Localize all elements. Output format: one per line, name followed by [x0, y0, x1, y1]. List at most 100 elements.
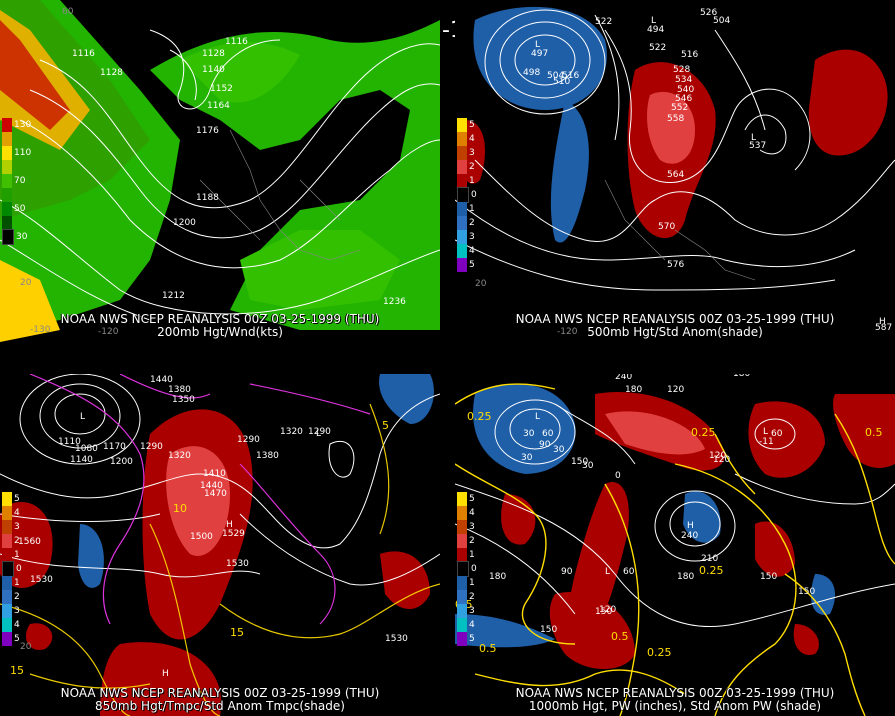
legend-swatch — [457, 174, 467, 188]
legend-label: 4 — [469, 620, 475, 630]
contour-label: 1128 — [100, 68, 123, 78]
contour-label: 1140 — [202, 65, 225, 75]
panel-850mb-map: 1440 1380 1350 1110 1080 1170 1140 1200 … — [0, 374, 440, 716]
contour-label: 1212 — [162, 291, 185, 301]
contour-label: 1116 — [72, 49, 95, 59]
legend-swatch — [457, 506, 467, 520]
legend-label: 2 — [469, 592, 475, 602]
legend-label: 5 — [469, 494, 475, 504]
contour-label: 1188 — [196, 193, 219, 203]
contour-label: 1128 — [202, 49, 225, 59]
legend-swatch — [2, 520, 12, 534]
legend-label: 3 — [14, 606, 20, 616]
panel-subcaption: 1000mb Hgt, PW (inches), Std Anom PW (sh… — [528, 699, 822, 713]
legend-label: 0 — [16, 564, 22, 574]
contour-label: 1350 — [172, 395, 195, 405]
contour-label: 120 — [667, 385, 684, 395]
pw-label: 0.5 — [865, 426, 883, 439]
center-value: 504 — [713, 16, 730, 26]
low-pressure-icon: L — [763, 427, 768, 437]
legend-swatch — [457, 132, 467, 146]
legend-label: 1 — [469, 578, 475, 588]
legend-swatch — [2, 146, 12, 160]
legend-label: 4 — [469, 246, 475, 256]
legend-swatch — [2, 492, 12, 506]
contour-label: 90 — [561, 567, 573, 577]
legend-swatch — [2, 632, 12, 646]
legend-label: 4 — [469, 134, 475, 144]
panel-subcaption: 500mb Hgt/Std Anom(shade) — [587, 325, 763, 339]
legend-swatch — [2, 118, 12, 132]
legend-label: 70 — [14, 176, 26, 186]
legend-swatch — [457, 548, 467, 562]
contour-label: 516 — [562, 71, 579, 81]
contour-label: 516 — [681, 50, 698, 60]
legend-label: 2 — [469, 162, 475, 172]
contour-label: 120 — [599, 605, 616, 615]
legend-label: 4 — [14, 620, 20, 630]
temp-label: 10 — [173, 502, 187, 515]
legend-swatch — [457, 244, 467, 258]
lat-label: 20 — [20, 278, 32, 288]
temp-label: 15 — [10, 664, 24, 677]
contour-label: 1380 — [168, 385, 191, 395]
high-pressure-icon: H — [226, 520, 233, 530]
panel-subcaption: 850mb Hgt/Tmpc/Std Anom Tmpc(shade) — [95, 699, 345, 713]
legend-label: 5 — [469, 260, 475, 270]
contour-label: 552 — [671, 103, 688, 113]
legend-swatch — [2, 174, 12, 188]
lat-label: 20 — [475, 279, 487, 289]
high-pressure-icon: H — [162, 669, 169, 679]
lon-label: -130 — [30, 325, 51, 335]
legend-swatch — [457, 146, 467, 160]
std-anomaly-legend: 5 4 3 2 1 0 1 2 3 4 5 — [457, 118, 491, 272]
contour-label: 1380 — [256, 451, 279, 461]
contour-label: 1560 — [18, 537, 41, 547]
legend-swatch — [457, 520, 467, 534]
legend-swatch — [457, 118, 467, 132]
contour-label: 1290 — [140, 442, 163, 452]
contour-label: 534 — [675, 75, 692, 85]
contour-label: 30 — [582, 461, 594, 471]
contour-label: 150 — [571, 457, 588, 467]
contour-label: 30 — [521, 453, 533, 463]
legend-swatch — [2, 202, 12, 216]
panel-1000mb-map: 240 180 120 180 120 0 90 30 60 30 30 60 … — [455, 374, 895, 716]
low-pressure-icon: L — [535, 40, 540, 50]
legend-swatch — [457, 561, 469, 577]
legend-label: 50 — [14, 204, 26, 214]
legend-swatch — [457, 604, 467, 618]
contour-label: 210 — [701, 554, 718, 564]
contour-label: 180 — [489, 572, 506, 582]
pw-label: 0.25 — [647, 646, 672, 659]
pw-label: 0.25 — [467, 410, 492, 423]
legend-label: 3 — [469, 522, 475, 532]
panel-caption: NOAA NWS NCEP REANALYSIS 00Z 03-25-1999 … — [60, 686, 380, 700]
contour-label: 564 — [667, 170, 684, 180]
low-pressure-icon: L — [605, 567, 610, 577]
contour-label: 1200 — [173, 218, 196, 228]
legend-label: 3 — [14, 522, 20, 532]
pw-label: 0.5 — [479, 642, 497, 655]
contour-label: 120 — [713, 455, 730, 465]
low-pressure-icon: L — [751, 133, 756, 143]
low-pressure-icon: L — [80, 412, 85, 422]
contour-label: 522 — [649, 43, 666, 53]
legend-label: 0 — [471, 564, 477, 574]
contour-label: 240 — [615, 374, 632, 382]
legend-swatch — [457, 258, 467, 272]
legend-label: 3 — [469, 606, 475, 616]
legend-swatch — [2, 561, 14, 577]
contour-label: 540 — [677, 85, 694, 95]
panel-200mb-map: 1116 1128 1128 1140 1116 1152 1164 1176 … — [0, 0, 440, 342]
legend-swatch — [2, 548, 12, 562]
lon-label: -120 — [98, 327, 119, 337]
panel-caption: NOAA NWS NCEP REANALYSIS 00Z 03-25-1999 … — [515, 312, 835, 326]
contour-label: 570 — [658, 222, 675, 232]
legend-label: 4 — [469, 508, 475, 518]
legend-swatch — [2, 576, 12, 590]
pw-anomaly-legend: 5 4 3 2 1 0 1 2 3 4 5 — [457, 492, 491, 646]
pw-label: 0.25 — [691, 426, 716, 439]
legend-swatch — [457, 230, 467, 244]
contour-label: 180 — [733, 374, 750, 379]
